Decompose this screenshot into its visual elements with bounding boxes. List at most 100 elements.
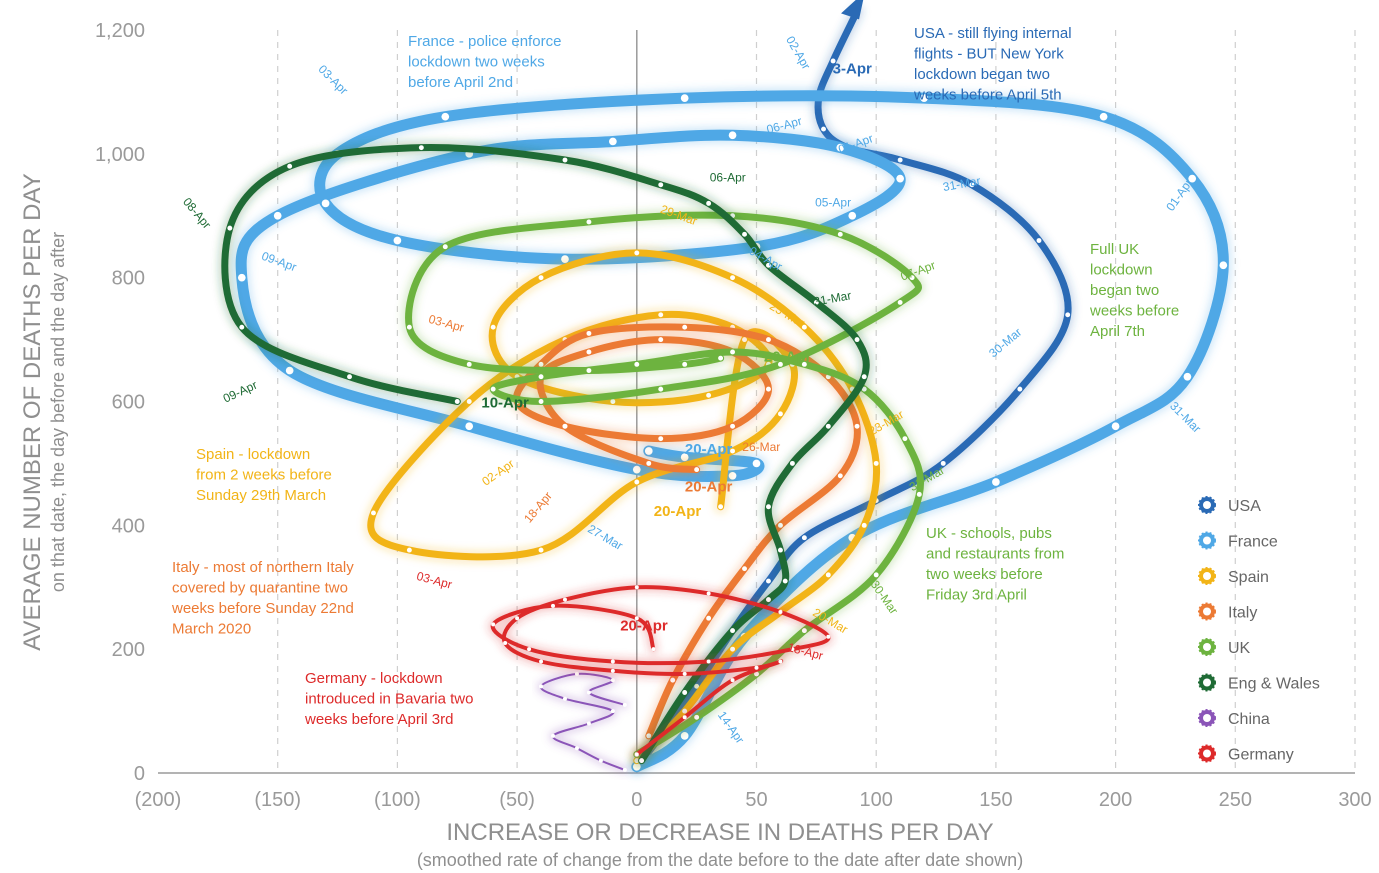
legend-swatch-center xyxy=(1203,643,1211,651)
series-point xyxy=(916,491,922,497)
series-point xyxy=(1017,386,1023,392)
series-point xyxy=(730,646,736,652)
series-point xyxy=(861,522,867,528)
series-point xyxy=(1065,312,1071,318)
legend-label: UK xyxy=(1228,640,1251,657)
annotation: USA - still flying internal flights - BUT… xyxy=(913,25,1072,104)
date-label: 03-Apr xyxy=(427,312,465,335)
series-point xyxy=(634,616,639,621)
legend-item: France xyxy=(1198,531,1278,551)
series-point xyxy=(766,578,771,584)
legend-item: China xyxy=(1198,709,1270,728)
series-point xyxy=(586,219,592,225)
date-label: 31-Mar xyxy=(812,288,852,308)
series-germany xyxy=(487,582,834,760)
series-uk xyxy=(402,208,927,761)
series-point xyxy=(777,522,783,528)
series-point xyxy=(730,678,735,683)
series-point xyxy=(730,349,736,355)
legend-swatch-center xyxy=(1203,501,1211,509)
series-point xyxy=(622,767,627,772)
series-point xyxy=(321,199,330,208)
x-tick-label: 100 xyxy=(860,789,893,811)
annotation: France - police enforce lockdown two week… xyxy=(408,33,561,91)
series-point xyxy=(1036,238,1042,243)
series-point xyxy=(777,547,783,553)
series-point xyxy=(586,368,592,373)
series-point xyxy=(837,473,843,479)
series-glow xyxy=(536,669,629,774)
series-point xyxy=(441,112,450,121)
series-point xyxy=(830,58,836,64)
series-line xyxy=(405,211,924,758)
series-point xyxy=(634,752,639,757)
y-tick-label: 600 xyxy=(112,392,145,414)
series-point xyxy=(538,399,544,404)
series-point xyxy=(813,299,819,305)
date-label: 20-Apr xyxy=(685,441,733,458)
series-point xyxy=(777,361,783,367)
series-point xyxy=(538,547,544,553)
series-point xyxy=(777,411,783,417)
series-point xyxy=(1219,261,1228,270)
x-tick-label: 150 xyxy=(979,789,1012,811)
series-point xyxy=(285,366,294,375)
series-point xyxy=(682,324,688,330)
date-label: 02-Apr xyxy=(479,456,517,488)
series-point xyxy=(790,647,795,652)
legend-item: USA xyxy=(1198,496,1261,515)
series-point xyxy=(1111,422,1120,431)
series-point xyxy=(406,324,412,330)
series-point xyxy=(706,659,711,664)
series-point xyxy=(766,337,771,343)
x-tick-label: 200 xyxy=(1099,789,1132,811)
series-point xyxy=(821,126,826,132)
series-point xyxy=(527,647,532,652)
series-point xyxy=(766,504,771,510)
series-point xyxy=(562,157,568,163)
series-point xyxy=(634,250,640,256)
series-point xyxy=(658,182,664,188)
series-point xyxy=(730,628,736,634)
series-point xyxy=(873,572,879,578)
series-point xyxy=(610,659,615,664)
legend-label: USA xyxy=(1228,498,1261,515)
series-point xyxy=(718,355,724,361)
x-tick-label: 0 xyxy=(631,789,642,811)
series-point xyxy=(730,275,736,281)
series-point xyxy=(801,361,807,367)
series-point xyxy=(766,262,771,268)
y-tick-label: 800 xyxy=(112,268,145,290)
annotation: Germany - lockdown introduced in Bavaria … xyxy=(304,670,473,728)
series-point xyxy=(854,337,860,343)
x-tick-label: 50 xyxy=(745,789,767,811)
series-point xyxy=(718,504,724,510)
x-tick-label: (50) xyxy=(499,789,535,811)
series-point xyxy=(515,616,520,621)
legend-label: Germany xyxy=(1228,747,1294,764)
series-point xyxy=(940,460,946,466)
series-point xyxy=(418,145,424,151)
series-point xyxy=(539,659,544,664)
date-label: 08-Apr xyxy=(180,195,214,232)
y-tick-label: 200 xyxy=(112,639,145,661)
series-point xyxy=(706,591,711,596)
series-point xyxy=(873,460,879,466)
date-label: 20-Apr xyxy=(764,348,812,365)
series-point xyxy=(969,182,975,188)
series-point xyxy=(909,275,915,281)
series-point xyxy=(658,337,664,343)
series-point xyxy=(465,422,474,431)
series-point xyxy=(782,578,788,584)
series-point xyxy=(896,174,904,183)
series-point xyxy=(454,399,460,404)
series-point xyxy=(609,137,617,146)
series-point xyxy=(586,349,592,355)
series-point xyxy=(491,622,496,627)
series-point xyxy=(682,715,687,720)
legend-swatch-center xyxy=(1203,749,1211,758)
series-point xyxy=(634,585,639,590)
series-point xyxy=(490,324,496,330)
date-label: 20-Apr xyxy=(620,618,668,635)
series-point xyxy=(551,733,556,738)
